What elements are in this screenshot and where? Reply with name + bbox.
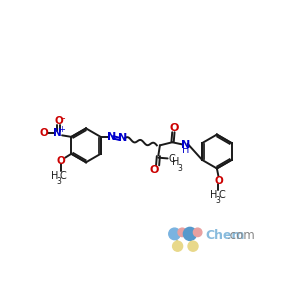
Circle shape bbox=[178, 228, 187, 237]
Text: C: C bbox=[169, 154, 175, 164]
Text: H: H bbox=[210, 190, 218, 200]
Text: Chem: Chem bbox=[205, 229, 245, 242]
Text: O: O bbox=[149, 165, 158, 175]
Text: H: H bbox=[52, 171, 59, 181]
Text: 3: 3 bbox=[57, 177, 62, 186]
Circle shape bbox=[172, 241, 183, 251]
Text: O: O bbox=[57, 156, 66, 166]
Text: 3: 3 bbox=[215, 196, 220, 205]
Text: N: N bbox=[181, 140, 190, 150]
Text: C: C bbox=[59, 171, 66, 181]
Text: H: H bbox=[172, 157, 180, 166]
Circle shape bbox=[194, 228, 202, 237]
Text: H: H bbox=[182, 145, 189, 155]
Circle shape bbox=[188, 241, 198, 251]
Text: N: N bbox=[53, 128, 62, 138]
Text: N: N bbox=[118, 134, 127, 143]
Text: O: O bbox=[214, 176, 223, 186]
Text: +: + bbox=[58, 125, 65, 134]
Text: O: O bbox=[54, 116, 63, 126]
Text: -: - bbox=[61, 112, 64, 123]
Text: N: N bbox=[107, 132, 116, 142]
Circle shape bbox=[169, 228, 180, 240]
Text: O: O bbox=[169, 123, 178, 134]
Text: O: O bbox=[40, 128, 49, 138]
Circle shape bbox=[183, 227, 196, 240]
Text: .com: .com bbox=[227, 229, 256, 242]
Text: 3: 3 bbox=[178, 164, 182, 173]
Text: C: C bbox=[218, 190, 225, 200]
